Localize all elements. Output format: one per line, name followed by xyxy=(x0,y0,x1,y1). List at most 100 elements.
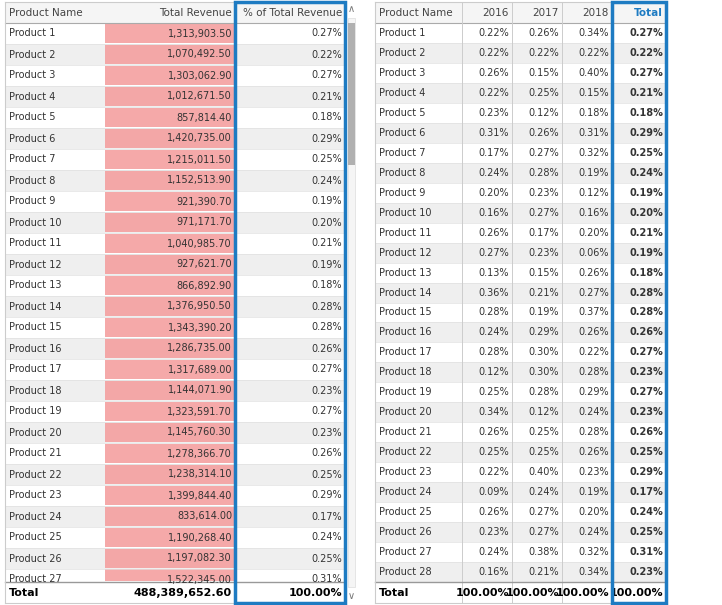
Text: 0.28%: 0.28% xyxy=(578,367,609,378)
Text: 0.25%: 0.25% xyxy=(311,554,342,563)
Bar xyxy=(105,255,234,274)
Bar xyxy=(105,129,234,148)
Text: Product 19: Product 19 xyxy=(9,407,61,416)
Text: 1,215,011.50: 1,215,011.50 xyxy=(168,154,232,165)
Bar xyxy=(5,275,345,296)
Text: 0.18%: 0.18% xyxy=(629,267,663,278)
Bar xyxy=(375,522,666,542)
Text: Product 21: Product 21 xyxy=(9,448,61,459)
Text: 0.26%: 0.26% xyxy=(479,427,509,437)
Text: 0.32%: 0.32% xyxy=(578,547,609,557)
Bar xyxy=(375,442,666,462)
Bar xyxy=(375,542,666,562)
Bar xyxy=(105,171,234,190)
Bar xyxy=(375,502,666,522)
Bar xyxy=(375,43,666,63)
Text: 0.06%: 0.06% xyxy=(578,247,609,258)
Text: 1,522,345.00: 1,522,345.00 xyxy=(167,575,232,584)
Text: 0.21%: 0.21% xyxy=(529,287,559,298)
Text: Product 9: Product 9 xyxy=(9,197,56,206)
Bar xyxy=(5,128,345,149)
Bar xyxy=(105,423,234,442)
Text: 100.00%: 100.00% xyxy=(505,587,559,598)
Bar xyxy=(235,2,345,603)
Bar xyxy=(5,443,345,464)
Text: Product 25: Product 25 xyxy=(9,532,62,543)
Text: Product 13: Product 13 xyxy=(379,267,432,278)
Text: 0.32%: 0.32% xyxy=(578,148,609,158)
Text: 0.21%: 0.21% xyxy=(311,91,342,102)
Text: Product 26: Product 26 xyxy=(379,527,432,537)
Bar xyxy=(5,2,345,23)
Text: Product 8: Product 8 xyxy=(9,175,56,186)
Text: Total: Total xyxy=(379,587,409,598)
Text: 0.31%: 0.31% xyxy=(479,128,509,138)
Text: Product 19: Product 19 xyxy=(379,387,432,397)
Text: 0.27%: 0.27% xyxy=(529,208,559,218)
Text: Product 5: Product 5 xyxy=(379,108,425,118)
Text: Product 18: Product 18 xyxy=(9,385,61,396)
Text: 1,376,950.50: 1,376,950.50 xyxy=(168,301,232,312)
Text: 0.26%: 0.26% xyxy=(311,344,342,353)
Bar xyxy=(5,212,345,233)
Bar xyxy=(105,45,234,64)
Text: 0.18%: 0.18% xyxy=(311,281,342,290)
Text: 0.27%: 0.27% xyxy=(311,71,342,80)
Text: 0.27%: 0.27% xyxy=(529,148,559,158)
Text: 0.12%: 0.12% xyxy=(479,367,509,378)
Text: 0.17%: 0.17% xyxy=(630,487,663,497)
Text: 0.12%: 0.12% xyxy=(578,188,609,198)
Text: 0.27%: 0.27% xyxy=(478,247,509,258)
Text: 0.12%: 0.12% xyxy=(529,407,559,417)
Bar xyxy=(105,486,234,505)
Text: Total: Total xyxy=(634,7,663,18)
Text: 0.15%: 0.15% xyxy=(529,68,559,78)
Text: 0.19%: 0.19% xyxy=(578,168,609,178)
Text: ∧: ∧ xyxy=(348,4,355,14)
Text: 488,389,652.60: 488,389,652.60 xyxy=(134,587,232,598)
Text: Product 27: Product 27 xyxy=(9,575,62,584)
Text: 1,420,735.00: 1,420,735.00 xyxy=(168,134,232,143)
Text: 0.15%: 0.15% xyxy=(578,88,609,98)
Text: 971,171.70: 971,171.70 xyxy=(176,218,232,227)
Text: 0.13%: 0.13% xyxy=(479,267,509,278)
Text: Product 24: Product 24 xyxy=(379,487,432,497)
Text: Product 27: Product 27 xyxy=(379,547,432,557)
Bar xyxy=(375,382,666,402)
Text: 1,197,082.30: 1,197,082.30 xyxy=(168,554,232,563)
Text: 0.40%: 0.40% xyxy=(578,68,609,78)
Text: 0.28%: 0.28% xyxy=(311,322,342,333)
Bar xyxy=(105,24,234,43)
Text: 0.26%: 0.26% xyxy=(529,128,559,138)
Text: Product 20: Product 20 xyxy=(379,407,432,417)
Bar xyxy=(5,86,345,107)
Text: Product 7: Product 7 xyxy=(379,148,425,158)
Text: 0.27%: 0.27% xyxy=(630,347,663,358)
Text: 1,313,903.50: 1,313,903.50 xyxy=(168,28,232,39)
Bar xyxy=(5,338,345,359)
Bar xyxy=(375,163,666,183)
Text: 1,190,268.40: 1,190,268.40 xyxy=(168,532,232,543)
Text: 0.30%: 0.30% xyxy=(529,367,559,378)
Text: 0.24%: 0.24% xyxy=(479,327,509,338)
Text: Product 15: Product 15 xyxy=(379,307,432,318)
Bar xyxy=(375,402,666,422)
Text: 0.29%: 0.29% xyxy=(630,467,663,477)
Bar xyxy=(105,87,234,106)
Text: 0.23%: 0.23% xyxy=(630,407,663,417)
Text: Product Name: Product Name xyxy=(379,7,453,18)
Text: 0.23%: 0.23% xyxy=(311,385,342,396)
Bar xyxy=(612,2,666,603)
Text: % of Total Revenue: % of Total Revenue xyxy=(243,7,342,18)
Bar xyxy=(105,339,234,358)
Text: 0.16%: 0.16% xyxy=(479,567,509,577)
Text: Product 2: Product 2 xyxy=(379,48,425,58)
Text: 0.23%: 0.23% xyxy=(529,247,559,258)
Bar xyxy=(105,108,234,127)
Text: Product 3: Product 3 xyxy=(9,71,56,80)
Text: Product 14: Product 14 xyxy=(9,301,61,312)
Text: 0.28%: 0.28% xyxy=(629,307,663,318)
Text: 0.29%: 0.29% xyxy=(311,491,342,500)
Text: 0.28%: 0.28% xyxy=(578,427,609,437)
Text: 0.20%: 0.20% xyxy=(630,208,663,218)
